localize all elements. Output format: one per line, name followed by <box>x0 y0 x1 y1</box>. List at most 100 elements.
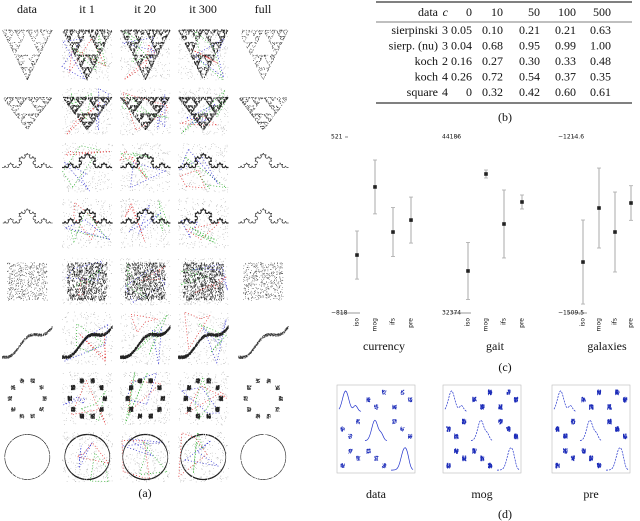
table-cell: 0.48 <box>590 54 611 68</box>
map-outline <box>178 148 219 184</box>
sample-dots <box>120 96 170 130</box>
map-outline <box>185 221 220 240</box>
x-tick-label: ifs <box>390 318 397 325</box>
map-outline <box>62 145 100 188</box>
x-tick-label: ifs <box>612 318 619 325</box>
map-outline <box>72 34 106 72</box>
table-cell: 0 <box>466 85 472 99</box>
point <box>629 201 633 205</box>
x-tick-label: pre <box>408 318 415 328</box>
sample-dots <box>64 433 111 481</box>
matrix-label: mog <box>471 487 492 501</box>
noise-dots <box>62 88 113 135</box>
scatter-dots <box>498 418 519 440</box>
scatter-dots <box>472 448 493 469</box>
table-cell: 0.21 <box>555 23 576 37</box>
map-outline <box>155 200 170 232</box>
x-tick-label: iso <box>354 318 361 327</box>
map-outline <box>194 376 211 420</box>
density-curve <box>444 390 468 412</box>
caption: (c) <box>498 360 511 374</box>
map-outline <box>64 324 109 362</box>
table-cell: 0.30 <box>519 54 540 68</box>
map-outline <box>180 89 228 134</box>
map-outline <box>139 441 168 475</box>
map-outline <box>184 385 227 415</box>
table-header: 500 <box>593 5 611 19</box>
x-tick-label: pre <box>519 318 526 328</box>
map-outline <box>70 379 106 425</box>
map-outline <box>122 438 164 457</box>
sample-dots <box>239 97 287 130</box>
x-tick-label: ifs <box>501 318 508 325</box>
map-outline <box>136 314 168 355</box>
chart-title: gait <box>486 339 505 353</box>
sample-dots <box>7 378 48 419</box>
column-header: data <box>17 2 38 16</box>
table-cell: 0.68 <box>482 38 503 52</box>
noise-dots <box>62 198 113 249</box>
table-cell: 0.27 <box>482 54 503 68</box>
noise-dots <box>120 142 171 193</box>
point <box>484 172 488 176</box>
density-curve <box>497 447 520 471</box>
sample-dots <box>2 208 53 224</box>
density-curve <box>391 447 414 471</box>
map-outline <box>64 150 111 156</box>
density-curve <box>338 390 362 412</box>
x-tick-label: mog <box>483 318 490 332</box>
point <box>613 230 617 234</box>
map-outline <box>119 152 150 178</box>
density-curve <box>606 447 629 471</box>
map-outline <box>194 30 224 81</box>
map-outline <box>157 94 166 130</box>
map-outline <box>184 156 228 190</box>
scatter-dots <box>607 389 628 410</box>
table-cell: 0.21 <box>519 23 540 37</box>
table-cell: 0.32 <box>482 85 503 99</box>
noise-dots <box>178 197 229 249</box>
scatter-dots <box>555 418 576 439</box>
map-outline <box>151 327 162 365</box>
map-outline <box>78 442 93 469</box>
map-outline <box>130 313 158 334</box>
table-cell: 0.26 <box>451 69 472 83</box>
map-outline <box>63 219 111 241</box>
sample-dots <box>120 29 171 81</box>
map-outline <box>124 201 146 242</box>
sample-dots <box>2 29 53 80</box>
sample-dots <box>120 152 171 169</box>
point <box>391 230 395 234</box>
matrix-label: data <box>366 487 387 501</box>
sample-dots <box>240 434 287 480</box>
noise-dots <box>178 432 229 483</box>
map-outline <box>180 268 209 286</box>
noise-dots <box>178 143 229 193</box>
table-cell: sierpinski <box>391 23 438 37</box>
y-tick-label: 521 <box>331 134 343 141</box>
sample-dots <box>67 378 108 419</box>
density-curve <box>579 419 603 441</box>
map-outline <box>191 48 219 64</box>
x-tick-label: mog <box>372 318 379 332</box>
noise-dots <box>62 29 113 81</box>
noise-dots <box>62 142 113 193</box>
map-outline <box>125 372 148 424</box>
noise-dots <box>120 29 170 80</box>
table-header: c <box>443 5 449 19</box>
map-outline <box>184 311 211 351</box>
map-outline <box>179 219 199 239</box>
sample-dots <box>238 326 289 359</box>
table-cell: 0.99 <box>555 38 576 52</box>
x-tick-label: iso <box>465 318 472 327</box>
scatter-dots <box>607 418 628 440</box>
column-header: full <box>255 2 272 16</box>
table-cell: 0.72 <box>482 69 503 83</box>
scatter-dots <box>472 389 493 410</box>
table-cell: 3 <box>442 38 448 52</box>
scatter-dots <box>366 448 387 469</box>
sample-dots <box>62 208 113 224</box>
map-outline <box>189 226 217 244</box>
matrix-frame <box>442 384 522 474</box>
table-cell: 0.95 <box>519 38 540 52</box>
